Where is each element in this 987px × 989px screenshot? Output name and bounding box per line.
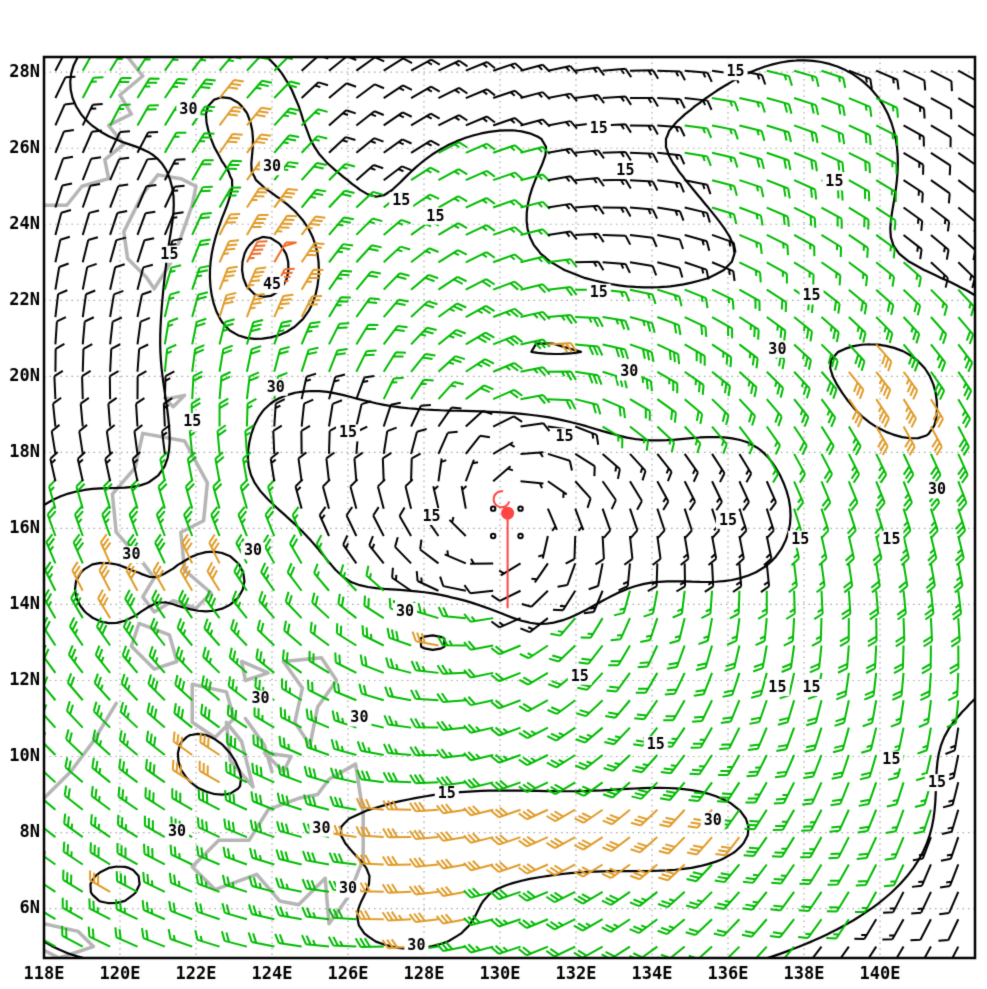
wind-barb-map-canvas (0, 0, 987, 989)
wind-analysis-page: wp242025 RAGASA 2025 19 Sep 16UTC (0, 0, 987, 989)
